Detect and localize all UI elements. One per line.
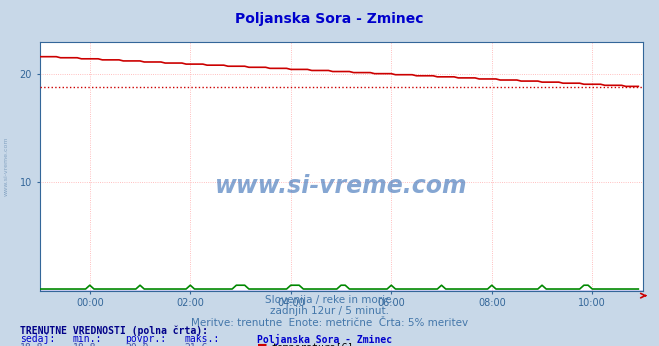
Text: www.si-vreme.com: www.si-vreme.com bbox=[215, 174, 467, 198]
Text: 18,8: 18,8 bbox=[72, 343, 96, 346]
Text: Poljanska Sora - Zminec: Poljanska Sora - Zminec bbox=[257, 334, 392, 345]
Text: maks.:: maks.: bbox=[185, 334, 219, 344]
Text: povpr.:: povpr.: bbox=[125, 334, 166, 344]
Text: 18,8: 18,8 bbox=[20, 343, 43, 346]
Text: 21,6: 21,6 bbox=[185, 343, 208, 346]
Text: 20,0: 20,0 bbox=[125, 343, 149, 346]
Text: Poljanska Sora - Zminec: Poljanska Sora - Zminec bbox=[235, 12, 424, 26]
Text: Slovenija / reke in morje.: Slovenija / reke in morje. bbox=[264, 295, 395, 305]
Text: zadnjih 12ur / 5 minut.: zadnjih 12ur / 5 minut. bbox=[270, 306, 389, 316]
Text: min.:: min.: bbox=[72, 334, 102, 344]
Text: TRENUTNE VREDNOSTI (polna črta):: TRENUTNE VREDNOSTI (polna črta): bbox=[20, 326, 208, 336]
Text: Meritve: trenutne  Enote: metrične  Črta: 5% meritev: Meritve: trenutne Enote: metrične Črta: … bbox=[191, 318, 468, 328]
Text: ■: ■ bbox=[257, 343, 268, 346]
Text: sedaj:: sedaj: bbox=[20, 334, 55, 344]
Text: temperatura[C]: temperatura[C] bbox=[272, 343, 354, 346]
Text: www.si-vreme.com: www.si-vreme.com bbox=[4, 136, 9, 196]
